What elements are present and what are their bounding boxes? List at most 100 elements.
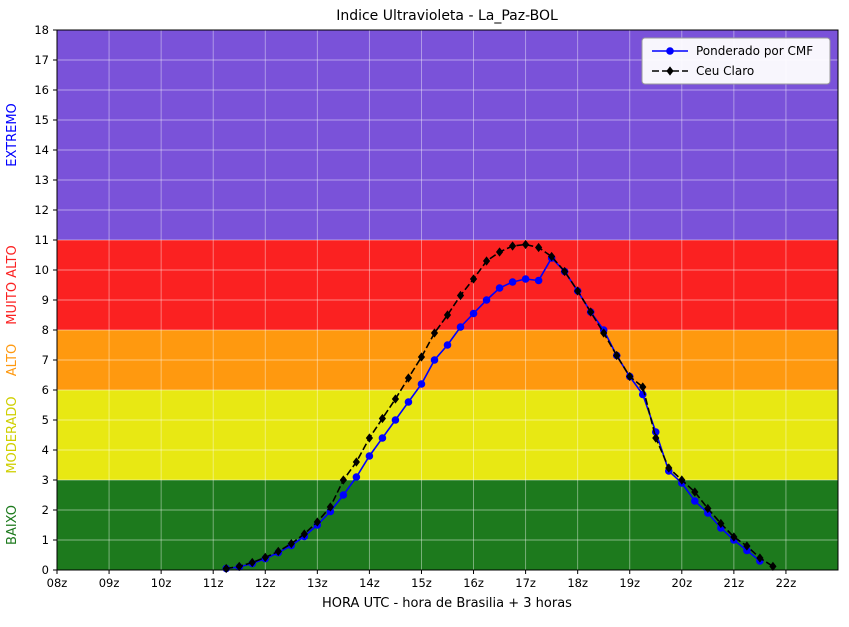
marker-diamond <box>535 242 543 253</box>
gridlines <box>57 30 838 570</box>
band-moderado <box>57 390 838 480</box>
band-label-muito-alto: MUITO ALTO <box>5 245 20 324</box>
marker-diamond <box>300 529 308 539</box>
x-tick-label: 22z <box>776 576 797 590</box>
marker-diamond <box>652 433 660 443</box>
marker-diamond <box>261 552 269 562</box>
marker-diamond <box>365 433 373 443</box>
band-label-baixo: BAIXO <box>5 505 20 545</box>
marker-diamond <box>352 457 360 467</box>
x-tick-label: 12z <box>255 576 276 590</box>
marker-diamond <box>678 475 686 485</box>
marker-diamond <box>587 307 595 317</box>
marker-diamond <box>495 247 504 257</box>
axes: 08z 09z 10z 11z 12z 13z 14z 15z 16z 17z 18z 19z 20z 2… <box>34 23 839 590</box>
marker-circle <box>391 416 400 424</box>
marker-diamond <box>430 328 439 338</box>
y-tick-label: 17 <box>34 53 49 67</box>
marker-diamond <box>508 241 517 251</box>
marker-diamond <box>561 266 569 277</box>
band-label-extremo: EXTREMO <box>5 103 20 167</box>
band-label-alto: ALTO <box>5 344 20 377</box>
marker-circle <box>378 434 387 442</box>
marker-circle <box>430 356 439 364</box>
marker-diamond <box>548 251 556 262</box>
x-tick-label: 10z <box>151 576 172 590</box>
legend-entry-label: Ponderado por CMF <box>696 44 813 58</box>
marker-diamond <box>378 413 387 424</box>
marker-diamond <box>756 553 764 563</box>
marker-diamond <box>574 286 582 296</box>
marker-circle <box>691 497 699 505</box>
marker-diamond <box>482 256 491 266</box>
x-tick-label: 09z <box>99 576 120 590</box>
marker-diamond <box>730 532 738 542</box>
marker-diamond <box>456 290 465 301</box>
legend-marker-diamond <box>666 66 674 76</box>
y-tick-label: 11 <box>34 233 49 247</box>
marker-diamond <box>613 350 621 361</box>
marker-diamond <box>404 373 413 383</box>
x-tick-label: 21z <box>724 576 745 590</box>
x-tick-label: 17z <box>515 576 536 590</box>
marker-diamond <box>235 561 243 571</box>
y-tick-label: 5 <box>42 413 49 427</box>
marker-circle <box>456 323 465 331</box>
marker-circle <box>521 275 530 283</box>
y-tick-label: 0 <box>42 563 49 577</box>
marker-diamond <box>639 382 647 392</box>
marker-diamond <box>769 561 777 571</box>
marker-diamond <box>717 518 725 529</box>
y-tick-label: 3 <box>42 473 49 487</box>
marker-circle <box>339 491 348 499</box>
y-tick-label: 4 <box>42 443 49 457</box>
legend-box <box>641 37 831 85</box>
x-axis-label: HORA UTC - hora de Brasilia + 3 horas <box>322 596 572 611</box>
marker-diamond <box>626 371 634 382</box>
band-alto <box>57 330 838 390</box>
marker-diamond <box>704 503 712 514</box>
marker-diamond <box>743 541 751 551</box>
marker-circle <box>482 296 491 304</box>
x-tick-label: 16z <box>463 576 484 590</box>
marker-diamond <box>391 394 400 404</box>
x-tick-label: 08z <box>47 576 68 590</box>
y-tick-label: 16 <box>34 83 49 97</box>
marker-diamond <box>287 539 295 549</box>
x-tick-label: 20z <box>671 576 692 590</box>
uv-risk-bands: BAIXO MODERADO ALTO MUITO ALTO EXTREMO <box>5 30 838 570</box>
y-tick-label: 15 <box>34 113 49 127</box>
marker-diamond <box>417 352 426 362</box>
marker-diamond <box>248 557 256 568</box>
x-tick-label: 11z <box>203 576 224 590</box>
legend-marker-circle <box>666 47 674 55</box>
y-tick-label: 12 <box>34 203 49 217</box>
marker-diamond <box>469 274 478 284</box>
marker-circle <box>417 380 426 388</box>
marker-circle <box>404 398 413 406</box>
marker-diamond <box>522 239 530 250</box>
marker-circle <box>365 452 374 460</box>
marker-diamond <box>691 487 699 497</box>
marker-circle <box>495 284 504 292</box>
marker-diamond <box>326 502 334 512</box>
y-tick-label: 9 <box>42 293 49 307</box>
x-tick-label: 14z <box>359 576 380 590</box>
x-tick-label: 15z <box>411 576 432 590</box>
marker-diamond <box>274 546 282 556</box>
marker-diamond <box>443 310 452 320</box>
marker-circle <box>534 276 543 285</box>
marker-diamond <box>339 475 347 485</box>
marker-diamond <box>313 517 321 527</box>
data-series <box>222 239 777 574</box>
x-tick-label: 13z <box>307 576 328 590</box>
marker-diamond <box>600 328 608 338</box>
legend-entry-label: Ceu Claro <box>696 64 754 78</box>
y-tick-label: 10 <box>34 263 49 277</box>
chart-title: Indice Ultravioleta - La_Paz-BOL <box>336 8 558 24</box>
marker-circle <box>352 473 361 481</box>
marker-circle <box>508 278 517 286</box>
marker-circle <box>443 341 452 349</box>
series-ceu-claro-markers <box>222 239 777 574</box>
